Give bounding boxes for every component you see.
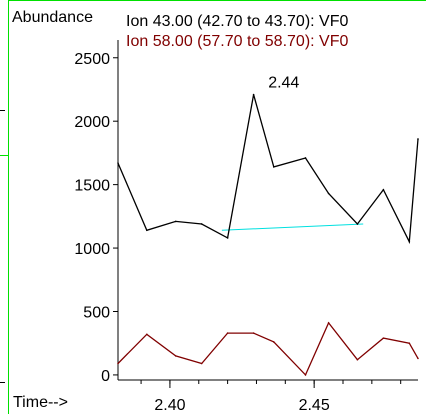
- y-tick-label: 1000: [74, 241, 110, 258]
- data-point: [382, 188, 385, 191]
- left-edge-mark: [0, 382, 5, 383]
- left-edge-mark: [0, 110, 5, 111]
- y-tick-label: 500: [83, 304, 110, 321]
- data-point: [117, 362, 119, 365]
- y-axis-title: Abundance: [12, 9, 93, 26]
- y-tick-label: 0: [101, 368, 110, 385]
- y-tick-label: 1500: [74, 178, 110, 195]
- data-point: [304, 157, 307, 159]
- data-point: [272, 166, 275, 168]
- data-point: [272, 341, 275, 343]
- data-point: [146, 229, 148, 232]
- x-axis-title: Time-->: [13, 394, 68, 411]
- integration-baseline: [221, 223, 364, 231]
- series-line-1: [117, 94, 419, 245]
- data-point: [356, 223, 359, 225]
- data-point: [327, 322, 330, 324]
- peak-annotation: 2.44: [268, 75, 299, 92]
- window-border-top: [8, 0, 426, 1]
- data-point: [252, 332, 255, 334]
- x-tick-label: 2.45: [299, 397, 330, 414]
- series-line-2: [117, 321, 419, 377]
- data-point: [408, 240, 411, 243]
- data-point: [417, 138, 419, 140]
- data-point: [226, 332, 229, 334]
- data-point: [417, 357, 419, 360]
- y-tick-label: 2500: [74, 51, 110, 68]
- y-tick-label: 2000: [74, 114, 110, 131]
- data-point: [304, 374, 307, 376]
- data-point: [226, 237, 229, 239]
- data-point: [174, 355, 177, 357]
- data-point: [117, 162, 119, 164]
- data-point: [252, 93, 255, 96]
- legend-series-2: Ion 58.00 (57.70 to 58.70): VF0: [126, 33, 349, 50]
- data-point: [408, 342, 411, 345]
- data-point: [327, 192, 330, 195]
- data-point: [200, 223, 203, 225]
- data-point: [146, 333, 148, 336]
- data-point: [200, 362, 203, 365]
- window-border-divider: [0, 155, 9, 156]
- legend-series-1: Ion 43.00 (42.70 to 43.70): VF0: [126, 13, 349, 30]
- x-tick-label: 2.40: [154, 397, 185, 414]
- data-point: [382, 337, 385, 339]
- window-border-left-lower: [8, 155, 9, 414]
- window-border-left: [8, 0, 9, 155]
- data-point: [174, 220, 177, 223]
- data-point: [356, 358, 359, 361]
